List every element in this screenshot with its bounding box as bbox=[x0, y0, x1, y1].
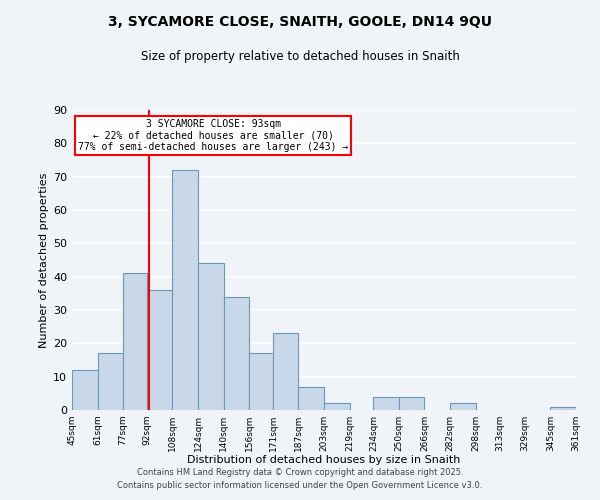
Bar bbox=[198, 264, 224, 410]
Y-axis label: Number of detached properties: Number of detached properties bbox=[39, 172, 49, 348]
Bar bbox=[224, 296, 249, 410]
Text: Contains HM Land Registry data © Crown copyright and database right 2025.: Contains HM Land Registry data © Crown c… bbox=[137, 468, 463, 477]
Text: Contains public sector information licensed under the Open Government Licence v3: Contains public sector information licen… bbox=[118, 480, 482, 490]
Text: Size of property relative to detached houses in Snaith: Size of property relative to detached ho… bbox=[140, 50, 460, 63]
Bar bbox=[550, 406, 576, 410]
Bar bbox=[98, 354, 123, 410]
Bar bbox=[399, 396, 424, 410]
Text: 3 SYCAMORE CLOSE: 93sqm
← 22% of detached houses are smaller (70)
77% of semi-de: 3 SYCAMORE CLOSE: 93sqm ← 22% of detache… bbox=[78, 119, 348, 152]
Bar bbox=[249, 354, 273, 410]
Text: 3, SYCAMORE CLOSE, SNAITH, GOOLE, DN14 9QU: 3, SYCAMORE CLOSE, SNAITH, GOOLE, DN14 9… bbox=[108, 15, 492, 29]
Bar bbox=[298, 386, 324, 410]
Bar bbox=[172, 170, 198, 410]
Bar bbox=[123, 274, 147, 410]
Bar bbox=[373, 396, 399, 410]
Bar bbox=[450, 404, 476, 410]
Bar bbox=[147, 290, 172, 410]
Bar bbox=[72, 370, 98, 410]
Bar bbox=[273, 334, 298, 410]
X-axis label: Distribution of detached houses by size in Snaith: Distribution of detached houses by size … bbox=[187, 456, 461, 466]
Bar bbox=[324, 404, 350, 410]
